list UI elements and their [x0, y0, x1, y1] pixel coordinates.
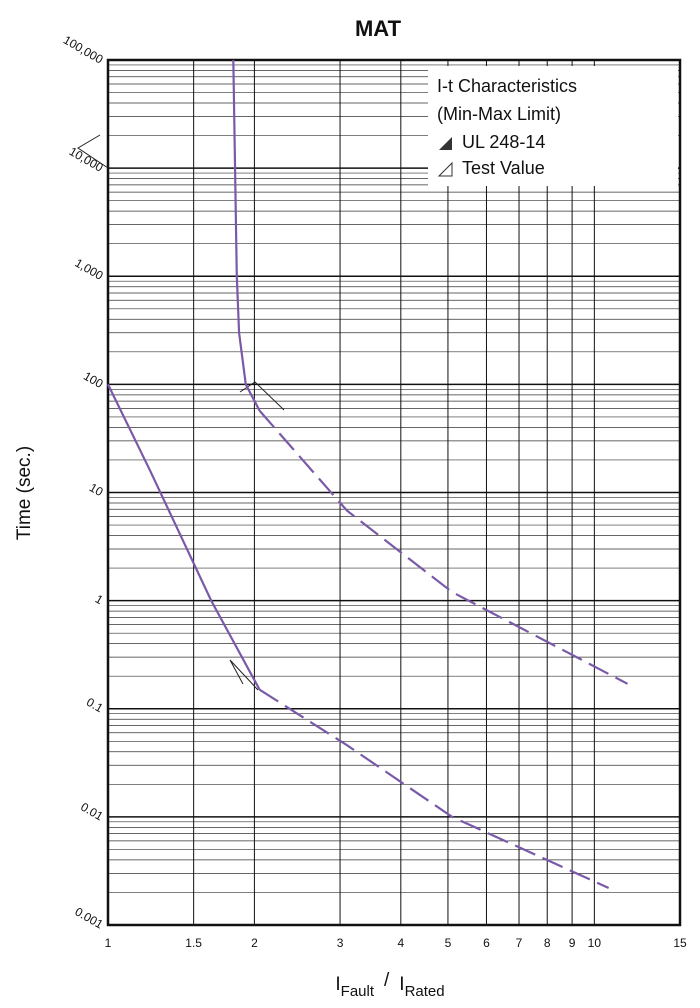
x-tick-label: 10 — [588, 936, 602, 950]
curve — [107, 383, 261, 691]
x-tick-label: 4 — [397, 936, 404, 950]
legend: I-t Characteristics (Min-Max Limit) UL 248… — [428, 66, 678, 186]
curve — [232, 59, 261, 412]
x-tick-label: 3 — [337, 936, 344, 950]
curve — [258, 410, 629, 685]
chart-title: MAT — [355, 16, 402, 41]
x-label-part: / — [384, 970, 390, 991]
annotation-pointer — [239, 381, 285, 411]
plot-frame — [106, 58, 682, 927]
curve — [259, 688, 610, 889]
x-axis-label: IFault/IRated — [335, 970, 444, 1000]
y-axis-label: Time (sec.) — [14, 446, 35, 540]
x-tick-label: 15 — [673, 936, 687, 950]
x-tick-label: 2 — [251, 936, 258, 950]
legend-item: UL 248-14 — [462, 132, 545, 152]
x-label-part: Fault — [341, 983, 375, 1000]
annotation-pointer — [229, 659, 259, 691]
legend-title: I-t Characteristics — [437, 76, 577, 96]
legend-icon — [437, 161, 453, 177]
x-label-part: I — [335, 974, 340, 995]
y-tick-label: 10 — [87, 480, 106, 499]
legend-box — [428, 66, 678, 186]
x-tick-label: 7 — [516, 936, 523, 950]
x-tick-label: 5 — [445, 936, 452, 950]
x-tick-label: 1 — [105, 936, 112, 950]
x-tick-label: 1.5 — [185, 936, 202, 950]
legend-icon — [439, 137, 452, 150]
legend-item: Test Value — [462, 158, 545, 178]
x-label-part: I — [399, 974, 404, 995]
x-tick-label: 8 — [544, 936, 551, 950]
legend-subtitle: (Min-Max Limit) — [437, 104, 561, 124]
x-tick-label: 6 — [483, 936, 490, 950]
x-tick-label: 9 — [569, 936, 576, 950]
annotation-pointer — [77, 134, 109, 169]
x-label-part: Rated — [405, 983, 445, 1000]
